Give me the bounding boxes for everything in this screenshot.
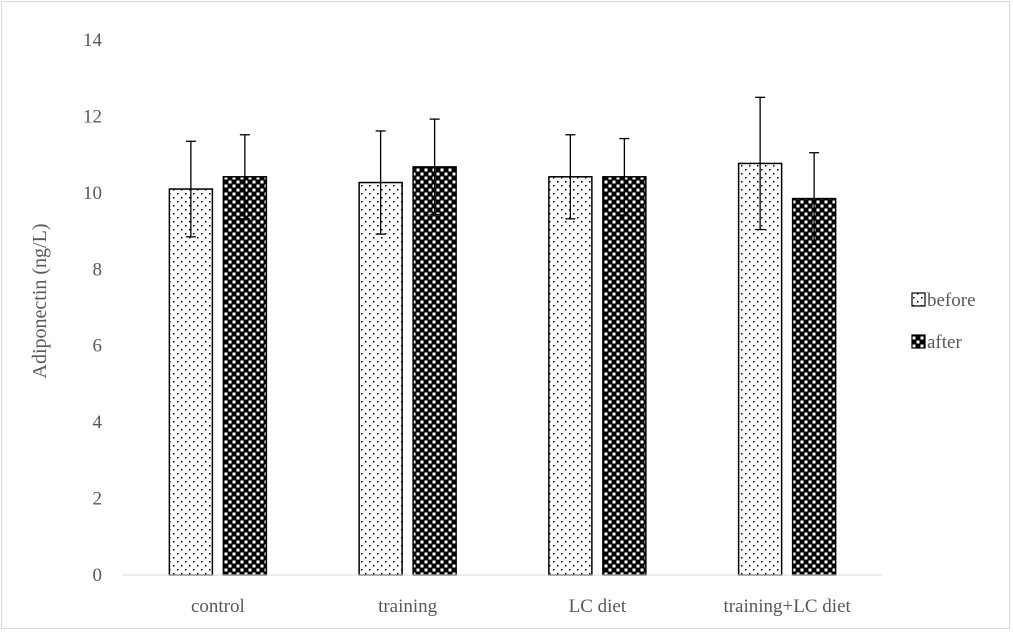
y-tick-label: 12: [83, 106, 102, 127]
y-tick-label: 4: [93, 412, 103, 433]
legend-swatch-after: [911, 334, 926, 349]
x-tick-label: training+LC diet: [723, 596, 851, 617]
x-tick-label: control: [191, 596, 245, 617]
y-tick-label: 2: [93, 489, 103, 510]
bar-after: [791, 197, 837, 576]
legend: before after: [911, 290, 976, 353]
bar-before: [548, 176, 593, 576]
y-axis-title: Adiponectin (ng/L): [29, 224, 51, 379]
legend-label-before: before: [927, 290, 976, 311]
y-tick-label: 14: [83, 30, 103, 51]
x-tick-label: training: [378, 596, 438, 617]
y-tick-label: 10: [83, 183, 102, 204]
bar-before: [168, 188, 214, 576]
y-tick-label: 0: [93, 565, 103, 586]
bar-before: [737, 162, 783, 576]
x-tick-label: LC diet: [569, 596, 627, 617]
legend-label-after: after: [927, 332, 962, 353]
bar-after: [412, 166, 457, 576]
bar-after: [222, 176, 268, 576]
y-tick-label: 8: [93, 259, 103, 280]
bar-before: [358, 181, 403, 576]
bar-after: [602, 176, 647, 576]
legend-swatch-before: [911, 292, 926, 307]
y-tick-label: 6: [93, 336, 103, 357]
